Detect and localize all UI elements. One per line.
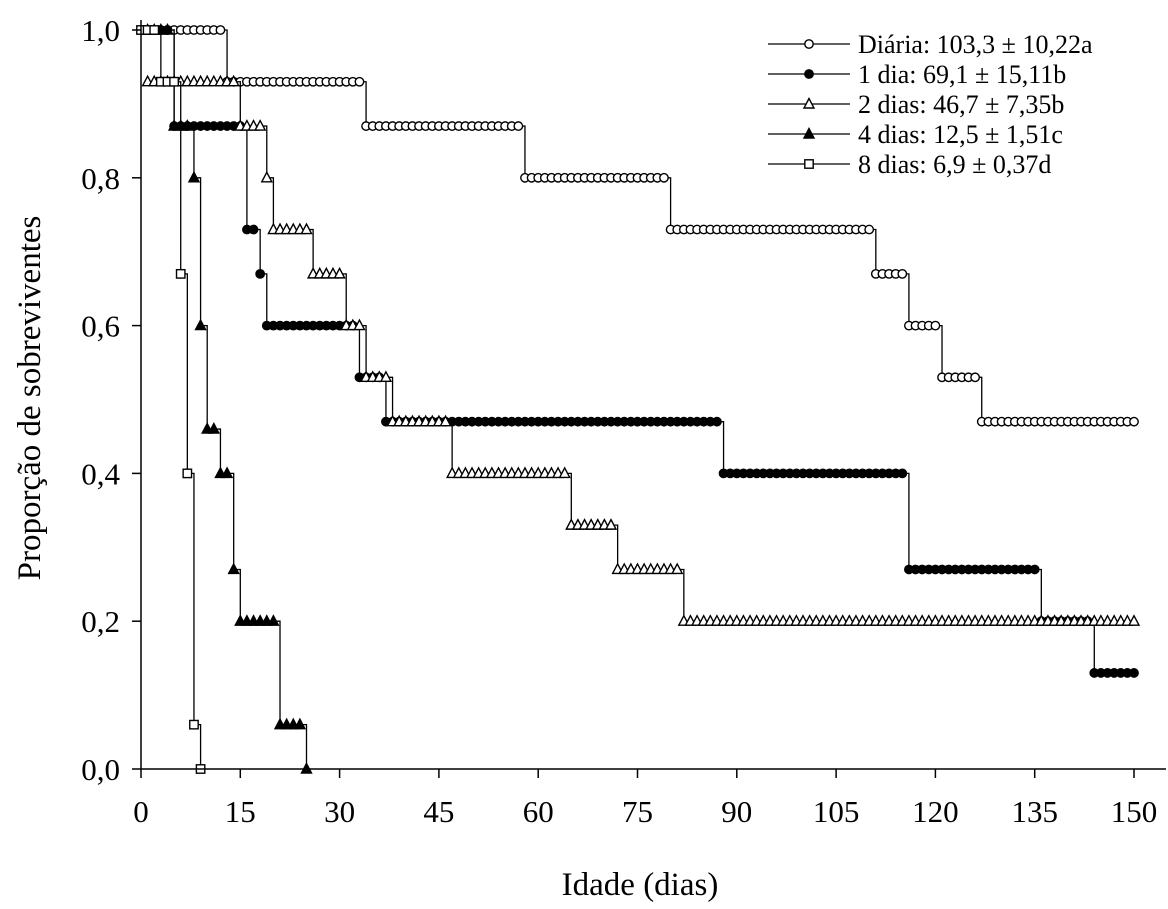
data-point bbox=[255, 268, 266, 279]
legend-label: 1 dia: 69,1 ± 15,11b bbox=[858, 60, 1066, 89]
data-point bbox=[181, 119, 194, 131]
data-point bbox=[1029, 564, 1040, 575]
y-tick-label: 0,0 bbox=[81, 752, 120, 787]
y-tick-label: 0,2 bbox=[81, 604, 120, 639]
data-point bbox=[207, 422, 220, 434]
plot-area bbox=[136, 22, 1141, 774]
x-tick-label: 45 bbox=[423, 794, 454, 829]
data-point bbox=[604, 518, 618, 530]
data-point bbox=[254, 119, 267, 131]
x-tick-label: 90 bbox=[721, 794, 752, 829]
data-point bbox=[659, 172, 669, 183]
data-point bbox=[354, 76, 365, 87]
x-tick-label: 15 bbox=[225, 794, 256, 829]
data-point bbox=[169, 76, 179, 87]
series-3 bbox=[141, 74, 1141, 626]
data-point bbox=[558, 466, 571, 479]
data-point bbox=[897, 268, 908, 279]
legend-label: Diária: 103,3 ± 10,22a bbox=[858, 30, 1093, 59]
y-tick-label: 0,4 bbox=[81, 456, 120, 491]
series-line bbox=[141, 29, 202, 769]
data-point bbox=[513, 121, 524, 131]
data-point bbox=[175, 268, 186, 279]
legend-label: 8 dias: 6,9 ± 0,37d bbox=[858, 150, 1051, 179]
y-axis-title: Proporção de sobreviventes bbox=[12, 216, 48, 581]
x-tick-label: 120 bbox=[912, 794, 959, 829]
data-point bbox=[227, 562, 240, 575]
data-point bbox=[712, 416, 722, 427]
x-tick-label: 150 bbox=[1111, 794, 1158, 829]
x-tick-label: 135 bbox=[1011, 794, 1058, 829]
data-point bbox=[439, 414, 452, 427]
data-point bbox=[864, 224, 875, 235]
legend-marker bbox=[802, 126, 816, 139]
data-point bbox=[215, 25, 226, 35]
legend-marker bbox=[804, 39, 814, 49]
legend-entry: 1 dia: 69,1 ± 15,11b bbox=[768, 60, 1066, 89]
data-point bbox=[260, 170, 273, 183]
data-point bbox=[187, 170, 201, 183]
x-tick-label: 60 bbox=[523, 794, 554, 829]
y-tick-label: 0,8 bbox=[81, 161, 120, 196]
data-point bbox=[149, 25, 160, 35]
series-line bbox=[147, 29, 308, 769]
data-point bbox=[293, 717, 307, 730]
data-point bbox=[1129, 416, 1139, 427]
legend-label: 4 dias: 12,5 ± 1,51c bbox=[858, 120, 1063, 149]
data-point bbox=[300, 222, 313, 235]
legend-marker bbox=[804, 159, 814, 169]
legend-entry: 4 dias: 12,5 ± 1,51c bbox=[768, 120, 1063, 149]
data-point bbox=[930, 320, 941, 331]
x-axis-title: Idade (dias) bbox=[562, 867, 719, 903]
data-point bbox=[189, 719, 199, 730]
legend-marker bbox=[804, 69, 814, 79]
series-4 bbox=[141, 22, 313, 774]
data-point bbox=[333, 266, 346, 279]
data-point bbox=[671, 562, 684, 575]
data-point bbox=[897, 468, 908, 479]
data-point bbox=[353, 318, 366, 331]
data-point bbox=[182, 468, 193, 479]
data-point bbox=[379, 370, 393, 383]
x-tick-label: 0 bbox=[133, 794, 149, 829]
data-point bbox=[267, 614, 280, 626]
y-tick-label: 1,0 bbox=[81, 13, 120, 48]
axes: 0 15 30 45 60 75 90 105 120 135 150 0,0 0,2 0,4 0,6 0,8… bbox=[81, 13, 1166, 829]
data-point bbox=[248, 224, 259, 235]
series-1 bbox=[142, 25, 1139, 427]
legend-marker bbox=[802, 96, 816, 109]
data-point bbox=[970, 372, 981, 383]
data-point bbox=[194, 318, 207, 331]
legend-entry: 8 dias: 6,9 ± 0,37d bbox=[768, 150, 1051, 179]
data-point bbox=[227, 74, 240, 87]
legend-entry: Diária: 103,3 ± 10,22a bbox=[768, 30, 1093, 59]
x-tick-label: 75 bbox=[622, 794, 653, 829]
data-point bbox=[161, 22, 174, 35]
x-tick-label: 105 bbox=[813, 794, 860, 829]
data-point bbox=[1129, 668, 1139, 678]
data-point bbox=[220, 466, 234, 479]
legend-label: 2 dias: 46,7 ± 7,35b bbox=[858, 90, 1064, 119]
y-tick-label: 0,6 bbox=[81, 309, 120, 344]
x-tick-label: 30 bbox=[324, 794, 355, 829]
data-point bbox=[1127, 614, 1141, 626]
legend-entry: 2 dias: 46,7 ± 7,35b bbox=[768, 90, 1064, 119]
